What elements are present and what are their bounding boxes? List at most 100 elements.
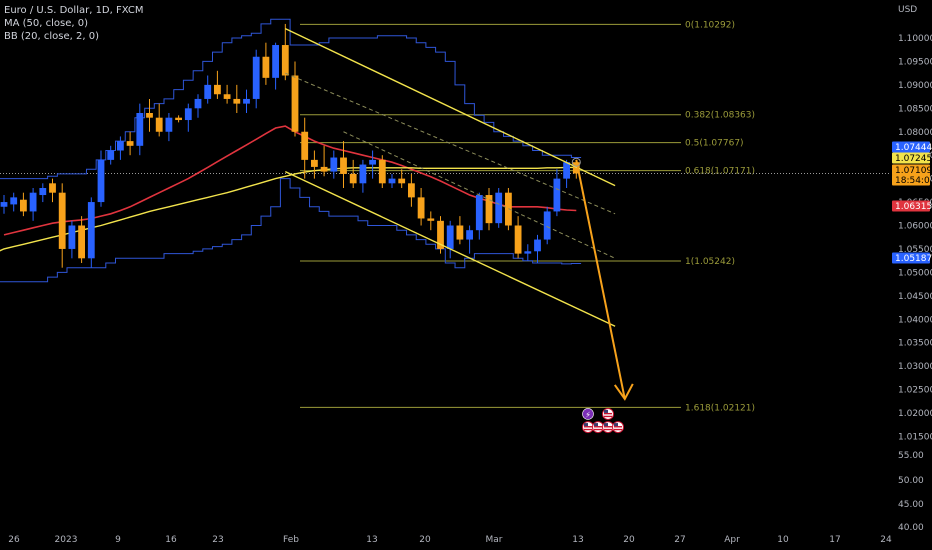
indicator-tick-label: 55.00 bbox=[898, 451, 924, 461]
candle bbox=[87, 197, 95, 268]
time-tick-label: Feb bbox=[283, 535, 299, 545]
candle-body bbox=[378, 159, 386, 184]
candle-body bbox=[514, 225, 522, 254]
price-tick-label: 1.01500 bbox=[898, 432, 932, 442]
price-tag-value: 1.06315 bbox=[895, 202, 932, 212]
candle bbox=[553, 169, 561, 217]
candle bbox=[155, 103, 163, 137]
price-tag-bg bbox=[892, 152, 930, 164]
candle bbox=[320, 145, 328, 177]
us-flag-icon bbox=[602, 421, 614, 434]
candle bbox=[485, 188, 493, 231]
candle bbox=[97, 150, 105, 207]
flag-stripe bbox=[614, 428, 622, 431]
candle-body bbox=[165, 117, 173, 132]
candle-body bbox=[136, 113, 144, 146]
flag-stripe bbox=[604, 412, 612, 415]
bb-indicator-label[interactable]: BB (20, close, 2, 0) bbox=[4, 31, 99, 42]
candle-body bbox=[495, 192, 503, 224]
trend-channel-lower bbox=[285, 170, 616, 327]
ma-50-line bbox=[0, 166, 577, 252]
event-icon-bolt bbox=[582, 408, 594, 420]
price-tick-label: 1.05000 bbox=[898, 268, 932, 278]
projection-arrow-head bbox=[613, 383, 634, 401]
candle-body bbox=[388, 178, 396, 184]
candle-body bbox=[340, 157, 347, 174]
flag-stripe bbox=[594, 428, 602, 431]
time-tick-label: 9 bbox=[115, 535, 121, 545]
candle-body bbox=[252, 56, 260, 99]
candle bbox=[330, 150, 338, 179]
price-tick-label: 1.04500 bbox=[898, 292, 932, 302]
flag-stripe bbox=[584, 426, 592, 428]
price-tick-label: 1.08500 bbox=[898, 104, 932, 114]
fib-level-label: 0.618(1.07171) bbox=[685, 167, 755, 177]
price-tag-value: 1.07444 bbox=[895, 143, 932, 153]
chart-legend: Euro / U.S. Dollar, 1D, FXCM MA (50, clo… bbox=[4, 4, 143, 43]
bolt-icon: ⚡ bbox=[585, 410, 591, 419]
candle-body bbox=[262, 56, 270, 78]
price-tag: 1.07245 bbox=[892, 152, 932, 164]
candle bbox=[495, 188, 503, 228]
price-tag-value: 1.07109 bbox=[895, 166, 932, 176]
candle-body bbox=[563, 162, 570, 179]
price-tick-label: 1.06000 bbox=[898, 222, 932, 232]
time-tick-label: 13 bbox=[366, 535, 377, 545]
time-tick-label: 27 bbox=[674, 535, 685, 545]
price-tick-label: 1.04000 bbox=[898, 315, 932, 325]
candle-body bbox=[58, 192, 66, 249]
time-tick-label: 16 bbox=[165, 535, 177, 545]
candle-body bbox=[214, 84, 221, 95]
candle-body bbox=[485, 195, 493, 224]
candle-body bbox=[524, 251, 532, 254]
time-tick-label: Mar bbox=[486, 535, 503, 545]
candle-body bbox=[291, 75, 299, 132]
flag-canton bbox=[594, 423, 598, 427]
candle-body bbox=[437, 220, 444, 249]
candle-body bbox=[281, 45, 289, 76]
candle-body bbox=[20, 199, 27, 212]
us-flag-icon bbox=[602, 407, 614, 420]
candle-body bbox=[223, 94, 231, 99]
candle bbox=[126, 131, 134, 156]
price-tag-bg bbox=[892, 164, 930, 176]
candle-body bbox=[417, 197, 425, 219]
candle bbox=[165, 113, 173, 142]
candle-body bbox=[466, 230, 473, 240]
candle bbox=[378, 155, 386, 188]
candle-body bbox=[243, 98, 250, 104]
candle-body bbox=[534, 239, 541, 252]
candle-body bbox=[330, 157, 338, 172]
candle bbox=[311, 150, 318, 179]
time-tick-label: Apr bbox=[724, 535, 740, 545]
candle-body bbox=[194, 98, 202, 109]
flag-stripe bbox=[614, 426, 622, 428]
time-tick-label: 2023 bbox=[55, 535, 78, 545]
flag-stripe bbox=[604, 428, 612, 431]
candle-body bbox=[311, 159, 318, 167]
price-tick-label: 1.08000 bbox=[898, 128, 932, 138]
symbol-title[interactable]: Euro / U.S. Dollar, 1D, FXCM bbox=[4, 5, 144, 16]
candle-body bbox=[87, 202, 95, 259]
price-axis: USD 1.10000 1.09500 1.09000 1.08500 1.08000 1.… bbox=[892, 5, 932, 533]
price-tag: 18:54:01 bbox=[892, 174, 932, 186]
candle bbox=[524, 244, 532, 261]
candle bbox=[301, 117, 309, 179]
candle bbox=[281, 23, 289, 81]
ma-indicator-label[interactable]: MA (50, close, 0) bbox=[4, 18, 89, 29]
fib-level-label: 1.618(1.02121) bbox=[685, 403, 755, 413]
candle-body bbox=[175, 117, 182, 121]
candle-body bbox=[29, 192, 37, 212]
price-tick-label: 1.09000 bbox=[898, 81, 932, 91]
price-tick-label: 1.02000 bbox=[898, 409, 932, 419]
candle-body bbox=[68, 225, 76, 249]
candle-body bbox=[49, 183, 56, 193]
price-tick-label: 1.09500 bbox=[898, 57, 932, 67]
indicator-tick-label: 50.00 bbox=[898, 476, 924, 486]
indicator-tick-label: 45.00 bbox=[898, 500, 924, 510]
currency-label: USD bbox=[898, 5, 917, 15]
projection-arrow bbox=[575, 159, 626, 400]
indicator-tick-label: 40.00 bbox=[898, 523, 924, 533]
fib-level-label: 0.382(1.08363) bbox=[685, 111, 755, 121]
